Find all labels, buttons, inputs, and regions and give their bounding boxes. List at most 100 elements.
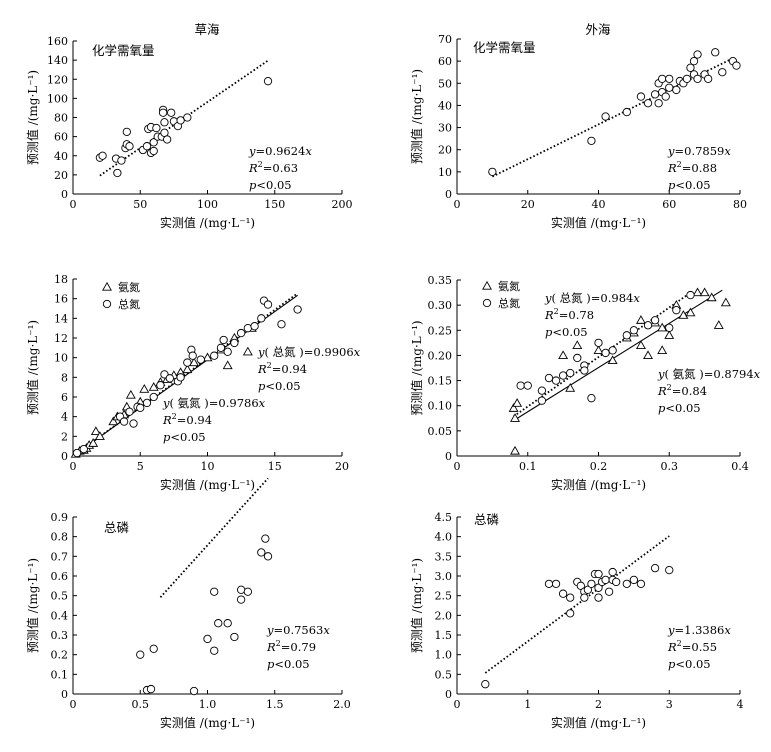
- data-point-circle: [544, 373, 554, 383]
- col-title-left: 草海: [194, 22, 220, 37]
- data-point-circle: [293, 305, 302, 314]
- data-point-circle: [580, 593, 589, 602]
- legend-label: 总氮: [118, 297, 140, 311]
- y-tick-label: 0.8: [51, 531, 69, 544]
- data-point-circle: [125, 142, 134, 151]
- legend-marker: [102, 281, 112, 291]
- data-point-circle: [119, 417, 129, 426]
- x-tick-label: 100: [197, 198, 218, 211]
- x-tick-label: 0: [454, 198, 461, 211]
- data-point-circle: [693, 50, 702, 59]
- data-point-triangle: [713, 320, 724, 329]
- x-tick-label: 3: [666, 698, 673, 711]
- data-point-triangle: [572, 340, 583, 349]
- y-tick-label: 0.05: [428, 425, 453, 438]
- data-point-circle: [230, 338, 239, 348]
- stat-annotation-ammonia-n: p<0.05: [163, 430, 206, 444]
- data-point-triangle: [508, 403, 519, 412]
- data-point-circle: [537, 396, 547, 405]
- data-point-triangle: [635, 340, 646, 349]
- panel-waihai-phosphorus: 0 1 2 3 4 0 0.5 1.0 1.5 2.0 2.5 3.0 3.5 4.0 4.5 实测值 /(m…: [409, 511, 744, 730]
- data-point-circle: [277, 320, 286, 329]
- data-point-triangle: [678, 310, 689, 319]
- data-point-circle: [580, 366, 589, 375]
- data-point-circle: [142, 398, 152, 408]
- stat-annotation-total-n: p<0.05: [258, 379, 301, 393]
- stat-annotation: R2=0.88: [667, 160, 717, 175]
- stat-annotation: R2=0.79: [266, 639, 316, 654]
- y-tick-label: 0.5: [435, 668, 453, 681]
- x-tick-label: 2.0: [333, 698, 351, 711]
- data-point-circle: [594, 569, 603, 579]
- data-point-circle: [682, 74, 692, 84]
- panel-caohai-nitrogen: 0 5 10 15 20 0 2 4 6 8 10 12 14 16 18 实测值 /(mg·L⁻¹) 预测值 …: [25, 273, 361, 492]
- y-tick-label: 4: [61, 411, 68, 424]
- data-point-circle: [650, 316, 660, 325]
- y-tick-label: 10: [438, 166, 452, 179]
- data-point-circle: [156, 381, 165, 390]
- data-point-circle: [576, 581, 585, 590]
- data-point-circle: [658, 74, 667, 84]
- data-point-circle: [583, 585, 593, 594]
- data-point-circle: [250, 322, 259, 331]
- stat-annotation-total-n: p<0.05: [545, 325, 588, 339]
- data-point-circle: [214, 619, 223, 628]
- y-tick-label: 100: [47, 92, 68, 105]
- data-point-circle: [98, 151, 107, 160]
- y-tick-label: 60: [54, 131, 68, 144]
- y-tick-label: 0.30: [428, 299, 453, 312]
- y-axis-label: 预测值 /(mg·L⁻¹): [25, 320, 40, 415]
- data-point-circle: [257, 314, 266, 323]
- stat-annotation: y=0.7563x: [266, 623, 330, 637]
- y-tick-label: 3.5: [435, 550, 453, 563]
- y-tick-label: 4.0: [435, 531, 453, 544]
- stat-annotation-ammonia-n: R2=0.94: [162, 412, 212, 427]
- data-point-circle: [718, 68, 727, 77]
- y-tick-label: 0: [445, 450, 452, 463]
- x-tick-label: 0: [454, 698, 461, 711]
- data-point-circle: [149, 138, 158, 147]
- y-tick-label: 0: [61, 188, 68, 201]
- data-point-triangle: [706, 292, 717, 302]
- data-point-triangle: [657, 345, 668, 354]
- data-point-circle: [223, 347, 232, 356]
- x-tick-label: 10: [201, 460, 215, 473]
- x-tick-label: 60: [662, 198, 676, 211]
- data-point-circle: [558, 589, 568, 598]
- fit-line: [484, 535, 670, 674]
- data-point-triangle: [664, 330, 675, 339]
- data-point-circle: [136, 650, 145, 659]
- data-point-triangle: [558, 350, 569, 360]
- data-point-triangle: [635, 315, 646, 324]
- y-tick-label: 18: [54, 273, 68, 286]
- legend-label: 氨氮: [118, 280, 140, 294]
- data-point-circle: [686, 63, 695, 72]
- data-point-circle: [537, 386, 547, 395]
- x-axis-label: 实测值 /(mg·L⁻¹): [551, 477, 646, 492]
- stat-annotation-ammonia-n: R2=0.84: [657, 383, 707, 398]
- legend-marker: [482, 280, 492, 290]
- fit-line: [513, 289, 723, 422]
- data-point-triangle: [242, 346, 253, 356]
- x-tick-label: 0: [70, 198, 77, 211]
- x-axis-label: 实测值 /(mg·L⁻¹): [551, 215, 646, 230]
- y-tick-label: 80: [54, 112, 68, 125]
- stat-annotation-total-n: R2=0.78: [544, 307, 594, 322]
- x-tick-label: 0.4: [731, 460, 749, 473]
- data-point-triangle: [125, 389, 136, 399]
- data-point-circle: [167, 108, 176, 117]
- x-tick-label: 0.5: [132, 698, 150, 711]
- data-point-circle: [136, 403, 145, 412]
- stat-annotation: y=0.7859x: [667, 144, 731, 158]
- data-point-circle: [566, 609, 575, 618]
- data-point-circle: [704, 74, 713, 84]
- data-point-circle: [566, 593, 575, 602]
- panel-label: 总磷: [474, 512, 500, 527]
- data-point-circle: [176, 116, 185, 125]
- data-point-circle: [149, 392, 158, 402]
- y-tick-label: 0.35: [428, 274, 453, 287]
- data-point-triangle: [607, 355, 618, 365]
- x-tick-label: 0.1: [519, 460, 537, 473]
- data-point-circle: [650, 90, 660, 99]
- data-point-circle: [481, 680, 490, 689]
